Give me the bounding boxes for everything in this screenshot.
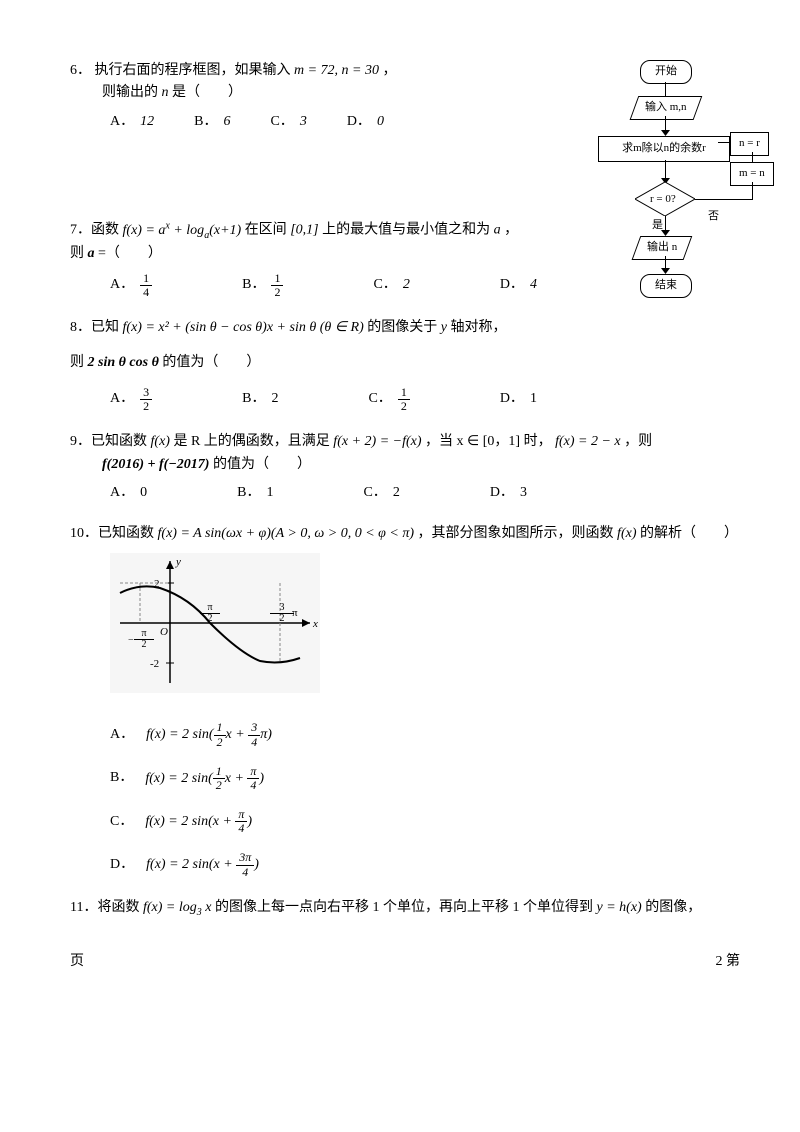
q11-num: 11．将函数 — [70, 900, 139, 915]
q7-num: 7．函数 — [70, 223, 119, 238]
fc-cond: r = 0? — [650, 191, 676, 209]
q9-expr: f(2016) + f(−2017) — [102, 457, 209, 472]
q9-text1: 是 R 上的偶函数，且满足 — [173, 434, 329, 449]
q9-text4: 的值为（ ） — [213, 457, 311, 472]
q6-var: n — [162, 85, 169, 100]
q7-opt-d: D．4 — [500, 272, 537, 299]
q6-line2b: 是（ ） — [172, 85, 242, 100]
q9-num: 9．已知函数 — [70, 434, 147, 449]
q10-fx: f(x) = A sin(ωx + φ)(A > 0, ω > 0, 0 < φ… — [158, 526, 415, 541]
q6-text1: 执行右面的程序框图，如果输入 — [95, 63, 291, 78]
q8-line2a: 则 — [70, 355, 84, 370]
q8-num: 8．已知 — [70, 320, 119, 335]
q6-input: m = 72, n = 30 — [294, 63, 379, 78]
q8-text2: 轴对称， — [450, 320, 506, 335]
q6-line2a: 则输出的 — [102, 85, 158, 100]
q10-num: 10．已知函数 — [70, 526, 154, 541]
q6-opt-c: C．3 — [270, 111, 306, 133]
q6-opt-a: A．12 — [110, 111, 154, 133]
q9-text2: ，当 x ∈ [0，1] 时， — [425, 434, 552, 449]
q8-opt-b: B．2 — [242, 386, 278, 413]
q9-fx2: f(x) = 2 − x — [555, 434, 621, 449]
q10-options: A． f(x) = 2 sin(12x + 34π) B． f(x) = 2 s… — [70, 721, 740, 879]
svg-text:-2: -2 — [150, 658, 159, 670]
q7-options: A．14 B．12 C．2 D．4 — [70, 272, 740, 299]
q7-a: a — [494, 223, 501, 238]
q11-text2: 的图像， — [645, 900, 701, 915]
q8-opt-d: D．1 — [500, 386, 537, 413]
fc-calc: 求m除以n的余数r — [598, 136, 730, 162]
q8-options: A．32 B．2 C．12 D．1 — [70, 386, 740, 413]
q10-opt-d: D． f(x) = 2 sin(x + 3π4) — [110, 851, 740, 878]
q7-fx: f(x) = ax + loga(x+1) — [123, 223, 242, 238]
q8-text1: 的图像关于 — [367, 320, 437, 335]
q8-fx: f(x) = x² + (sin θ − cos θ)x + sin θ (θ … — [123, 320, 364, 335]
q6-opt-b: B．6 — [194, 111, 230, 133]
svg-text:O: O — [160, 626, 168, 638]
q9-fx: f(x) — [151, 434, 170, 449]
q10-text1: ，其部分图象如图所示，则函数 — [418, 526, 614, 541]
question-10: 10．已知函数 f(x) = A sin(ωx + φ)(A > 0, ω > … — [70, 523, 740, 879]
q9-opt-d: D．3 — [490, 482, 527, 504]
q7-text2: 上的最大值与最小值之和为 — [322, 223, 490, 238]
q9-options: A．0 B．1 C．2 D．3 — [70, 482, 740, 504]
footer-right: 2 第 — [716, 951, 741, 973]
q6-text2: ， — [383, 63, 397, 78]
footer-left: 页 — [70, 951, 84, 973]
q10-opt-c: C． f(x) = 2 sin(x + π4) — [110, 808, 740, 835]
svg-text:x: x — [312, 618, 318, 630]
q7-opt-a: A．14 — [110, 272, 152, 299]
q7-text1: 在区间 — [245, 223, 287, 238]
q9-opt-b: B．1 — [237, 482, 273, 504]
q7-interval: [0,1] — [290, 223, 318, 238]
question-7: 7．函数 f(x) = ax + loga(x+1) 在区间 [0,1] 上的最… — [70, 218, 740, 299]
svg-text:π: π — [292, 607, 298, 619]
q7-text3: ， — [504, 223, 518, 238]
question-9: 9．已知函数 f(x) 是 R 上的偶函数，且满足 f(x + 2) = −f(… — [70, 431, 740, 504]
q11-fx: f(x) = log3 x — [143, 900, 212, 915]
fc-start: 开始 — [640, 60, 692, 84]
fc-assign1: n = r — [730, 132, 769, 156]
q6-opt-d: D．0 — [347, 111, 384, 133]
q11-gx: y = h(x) — [596, 900, 641, 915]
page-footer: 页 2 第 — [70, 951, 740, 973]
q8-opt-a: A．32 — [110, 386, 152, 413]
svg-text:y: y — [175, 556, 181, 568]
q8-axis: y — [441, 320, 447, 335]
q9-eq: f(x + 2) = −f(x) — [333, 434, 421, 449]
q10-opt-b: B． f(x) = 2 sin(12x + π4) — [110, 765, 740, 792]
q7-opt-c: C．2 — [373, 272, 409, 299]
q8-line2b: 的值为（ ） — [162, 355, 260, 370]
q11-text1: 的图像上每一点向右平移 1 个单位，再向上平移 1 个单位得到 — [215, 900, 593, 915]
q6-num: 6． — [70, 63, 91, 78]
q9-opt-a: A．0 — [110, 482, 147, 504]
q9-opt-c: C．2 — [363, 482, 399, 504]
q10-fx2: f(x) — [617, 526, 636, 541]
question-11: 11．将函数 f(x) = log3 x 的图像上每一点向右平移 1 个单位，再… — [70, 897, 740, 921]
q8-opt-c: C．12 — [368, 386, 409, 413]
q10-opt-a: A． f(x) = 2 sin(12x + 34π) — [110, 721, 740, 748]
q7-opt-b: B．12 — [242, 272, 283, 299]
question-8: 8．已知 f(x) = x² + (sin θ − cos θ)x + sin … — [70, 317, 740, 413]
q10-graph: x y O 2 -2 − π2 π2 32 π — [110, 553, 740, 701]
q7-line2a: 则 — [70, 246, 84, 261]
q8-expr: 2 sin θ cos θ — [88, 355, 159, 370]
q10-text2: 的解析（ ） — [640, 526, 738, 541]
q7-line2b: =（ ） — [98, 246, 162, 261]
q9-text3: ，则 — [624, 434, 652, 449]
